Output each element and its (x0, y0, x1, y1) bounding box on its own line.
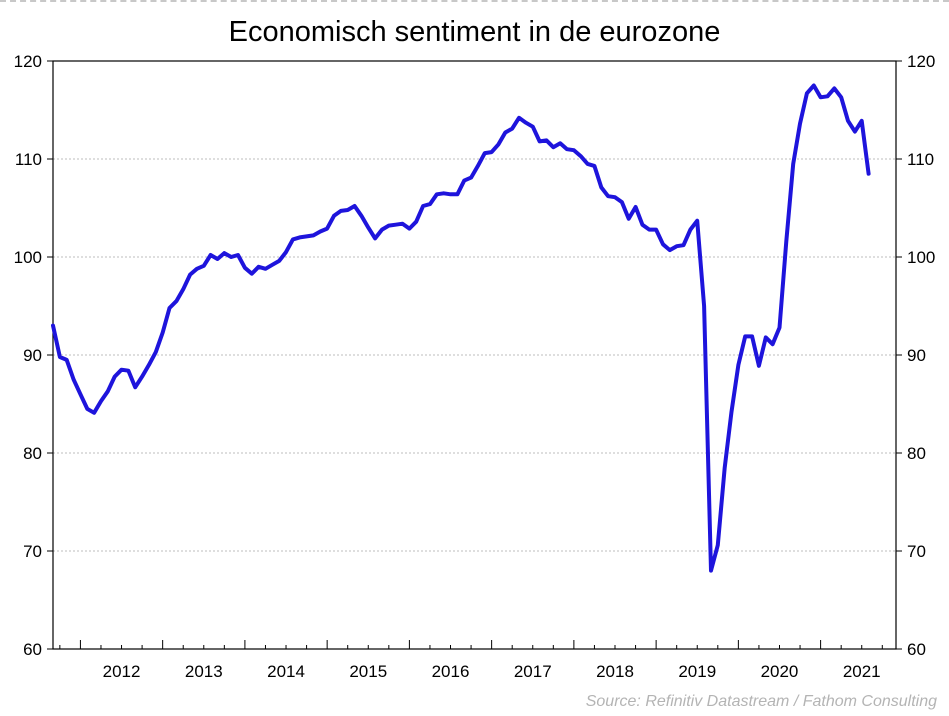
y-tick-label-left: 110 (15, 150, 42, 169)
x-tick-label-2013: 2013 (185, 662, 223, 681)
x-tick-label-2019: 2019 (678, 662, 716, 681)
y-tick-label-left: 60 (23, 640, 42, 659)
x-tick-label-2018: 2018 (596, 662, 634, 681)
y-tick-label-right: 70 (907, 542, 926, 561)
y-tick-label-right: 100 (907, 248, 935, 267)
y-tick-label-right: 60 (907, 640, 926, 659)
y-tick-label-left: 100 (14, 248, 42, 267)
y-tick-label-right: 120 (907, 52, 935, 71)
x-tick-label-2017: 2017 (514, 662, 552, 681)
y-tick-label-left: 90 (23, 346, 42, 365)
x-tick-label-2016: 2016 (432, 662, 470, 681)
y-tick-label-left: 70 (23, 542, 42, 561)
chart-title: Economisch sentiment in de eurozone (228, 16, 721, 48)
x-tick-label-2012: 2012 (103, 662, 141, 681)
y-tick-label-left: 80 (23, 444, 42, 463)
source-note: Source: Refinitiv Datastream / Fathom Co… (585, 693, 937, 710)
y-tick-label-left: 120 (14, 52, 42, 71)
y-tick-label-right: 90 (907, 346, 926, 365)
x-tick-label-2015: 2015 (349, 662, 387, 681)
x-tick-label-2014: 2014 (267, 662, 305, 681)
series-line-0 (51, 83, 871, 573)
y-tick-label-right: 110 (907, 150, 934, 169)
x-tick-label-2020: 2020 (761, 662, 799, 681)
y-tick-label-right: 80 (907, 444, 926, 463)
x-tick-label-2021: 2021 (843, 662, 881, 681)
top-dashed-border (0, 0, 949, 4)
